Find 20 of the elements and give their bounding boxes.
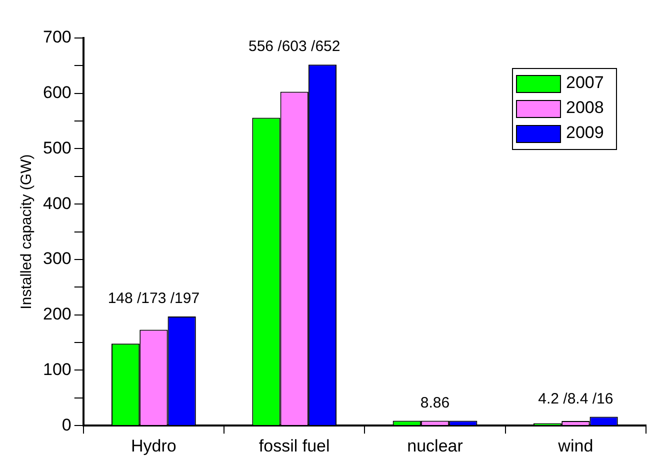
y-tick-label: 300 bbox=[42, 249, 72, 268]
annotation: 556 /603 /652 bbox=[248, 38, 340, 56]
y-tick-label: 0 bbox=[62, 415, 72, 434]
y-tick-label: 500 bbox=[42, 138, 72, 158]
y-axis-title: Installed capacity (GW) bbox=[18, 154, 36, 310]
y-tick-label: 600 bbox=[42, 83, 72, 102]
y-tick-label: 700 bbox=[42, 28, 72, 47]
annotation: 4.2 /8.4 /16 bbox=[538, 390, 614, 408]
legend-label: 2007 bbox=[566, 73, 604, 92]
legend-label: 2009 bbox=[566, 123, 604, 142]
x-tick-label: Hydro bbox=[131, 436, 176, 456]
x-tick-label: nuclear bbox=[407, 436, 464, 456]
x-tick-label: fossil fuel bbox=[258, 436, 330, 456]
legend-label: 2008 bbox=[566, 98, 604, 118]
y-tick-label: 100 bbox=[42, 360, 72, 379]
annotation: 8.86 bbox=[420, 394, 450, 412]
y-tick-label: 200 bbox=[42, 304, 72, 324]
annotation: 148 /173 /197 bbox=[108, 290, 200, 308]
y-tick-label: 400 bbox=[42, 194, 72, 213]
x-tick-label: wind bbox=[557, 436, 594, 456]
